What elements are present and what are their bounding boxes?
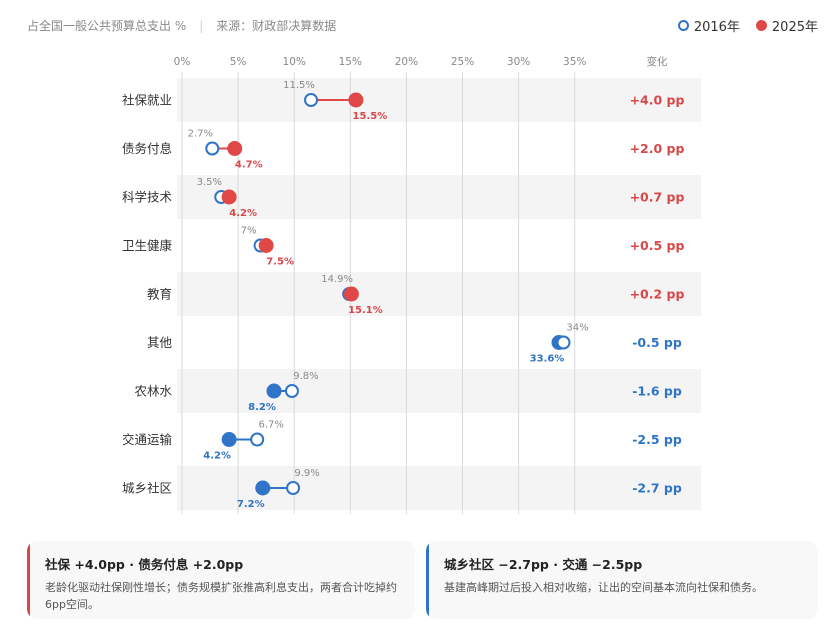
chart-legend: 2016年 2025年	[662, 16, 818, 35]
change-value: +0.5 pp	[630, 238, 685, 253]
value-label-2025: 33.6%	[530, 354, 565, 365]
dot-2025	[221, 432, 237, 447]
value-label-2025: 7.5%	[266, 257, 294, 268]
dot-2016	[205, 141, 220, 156]
open-circle-marker-icon	[677, 20, 689, 31]
value-label-2025: 15.1%	[348, 305, 383, 316]
value-label-2025: 4.2%	[203, 451, 231, 462]
value-label-2025: 4.2%	[229, 208, 257, 219]
dot-2025	[258, 238, 274, 253]
chart-header: 占全国一般公共预算总支出 % | 来源：财政部决算数据	[27, 17, 336, 34]
value-label-2025: 8.2%	[248, 402, 276, 413]
insight-card-increase-title: 社保 +4.0pp · 债务付息 +2.0pp	[45, 557, 244, 572]
value-label-2016: 3.5%	[197, 177, 222, 188]
change-value: -2.7 pp	[632, 481, 682, 496]
change-value: +2.0 pp	[630, 141, 685, 156]
x-tick-label: 20%	[395, 56, 418, 68]
category-label: 城乡社区	[122, 481, 172, 496]
row-band	[177, 369, 701, 413]
dot-2016	[556, 335, 571, 350]
dot-2025	[227, 141, 243, 156]
change-value: -1.6 pp	[632, 384, 682, 399]
x-tick-label: 5%	[230, 56, 247, 68]
category-label: 社保就业	[122, 93, 172, 108]
value-label-2016: 9.8%	[293, 371, 318, 382]
x-tick-label: 15%	[339, 56, 362, 68]
insight-card-increase-text: 老龄化驱动社保刚性增长；债务规模扩张推高利息支出，两者合计吃掉约6pp空间。	[45, 581, 397, 611]
value-label-2016: 7%	[241, 226, 257, 237]
row-band	[177, 272, 701, 316]
value-label-2016: 6.7%	[258, 420, 283, 431]
chart-subtitle: 占全国一般公共预算总支出 %	[27, 19, 187, 33]
value-label-2016: 2.7%	[188, 129, 213, 140]
legend-item-2016: 2016年	[677, 16, 740, 35]
legend-item-2025: 2025年	[755, 16, 818, 35]
insight-card-decrease-text: 基建高峰期过后投入相对收缩，让出的空间基本流向社保和债务。	[444, 581, 763, 594]
dot-2016	[304, 93, 319, 107]
change-value: +0.2 pp	[630, 287, 685, 302]
value-label-2016: 34%	[566, 323, 588, 334]
value-label-2025: 15.5%	[353, 111, 388, 122]
filled-circle-marker-icon	[755, 20, 767, 31]
dot-2025	[255, 480, 271, 496]
dot-2025	[221, 189, 237, 205]
change-value: +4.0 pp	[630, 93, 685, 108]
legend-label-2025: 2025年	[771, 20, 818, 35]
dot-2016	[286, 481, 301, 495]
value-label-2016: 11.5%	[283, 80, 315, 91]
change-column-header: 变化	[647, 55, 668, 68]
x-tick-label: 10%	[283, 56, 306, 68]
x-tick-label: 25%	[451, 56, 474, 68]
dot-2025	[348, 92, 364, 108]
row-band	[177, 78, 701, 122]
value-label-2025: 4.7%	[235, 160, 263, 171]
category-label: 教育	[147, 287, 172, 302]
value-label-2016: 9.9%	[294, 468, 319, 479]
insight-card-increase: 社保 +4.0pp · 债务付息 +2.0pp 老龄化驱动社保刚性增长；债务规模…	[27, 541, 415, 619]
row-band	[177, 175, 701, 219]
change-value: -2.5 pp	[632, 432, 682, 447]
dot-2025	[343, 286, 359, 302]
insight-card-decrease-title: 城乡社区 −2.7pp · 交通 −2.5pp	[444, 557, 643, 572]
legend-label-2016: 2016年	[693, 20, 740, 35]
change-value: -0.5 pp	[632, 335, 682, 350]
category-label: 农林水	[134, 384, 172, 399]
category-label: 债务付息	[122, 141, 172, 156]
dot-2016	[250, 432, 265, 447]
x-tick-label: 35%	[563, 56, 586, 68]
x-tick-label: 0%	[174, 56, 191, 68]
header-separator: |	[199, 19, 204, 33]
insight-card-decrease: 城乡社区 −2.7pp · 交通 −2.5pp 基建高峰期过后投入相对收缩，让出…	[426, 541, 818, 619]
category-label: 交通运输	[122, 432, 173, 447]
x-tick-label: 30%	[507, 56, 530, 68]
category-label: 卫生健康	[122, 238, 173, 253]
change-value: +0.7 pp	[630, 190, 685, 205]
dot-2016	[284, 384, 299, 398]
data-source: 来源：财政部决算数据	[216, 19, 337, 33]
value-label-2016: 14.9%	[321, 274, 353, 285]
category-label: 其他	[147, 335, 173, 350]
value-label-2025: 7.2%	[237, 499, 265, 510]
dot-2025	[266, 383, 282, 399]
category-label: 科学技术	[122, 190, 173, 205]
